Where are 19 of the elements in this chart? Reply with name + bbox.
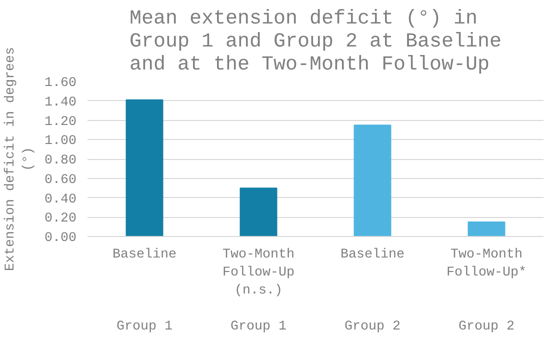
y-tick-label: 1.20 (44, 114, 77, 130)
category-label: Baseline Group 2 (340, 248, 405, 334)
y-tick-label: 1.00 (44, 134, 77, 150)
y-axis-title: Extension deficit in degrees (°) (4, 47, 37, 271)
y-tick-label: 0.20 (44, 212, 77, 227)
category-label: Two-Month Follow-Up (n.s.) Group 1 (222, 248, 294, 334)
y-tick-label: 0.80 (44, 154, 77, 168)
chart-title: Mean extension deficit (°) in Group 1 and Group 2 at Baseline and at the Two-Month Follow-Up (129, 8, 502, 76)
category-label: Two-Month Follow-Up* Group 2 (446, 248, 526, 334)
y-tick-label: 0.40 (44, 192, 77, 208)
y-tick-label: 1.60 (44, 76, 77, 91)
bar (126, 99, 164, 236)
y-tick-label: 0.60 (44, 172, 77, 188)
category-label: Baseline Group 1 (112, 248, 177, 334)
bar (240, 188, 278, 236)
bar (354, 124, 392, 236)
y-tick-label: 1.40 (44, 95, 77, 110)
bar (468, 221, 506, 236)
y-tick-label: 0.00 (44, 231, 77, 246)
